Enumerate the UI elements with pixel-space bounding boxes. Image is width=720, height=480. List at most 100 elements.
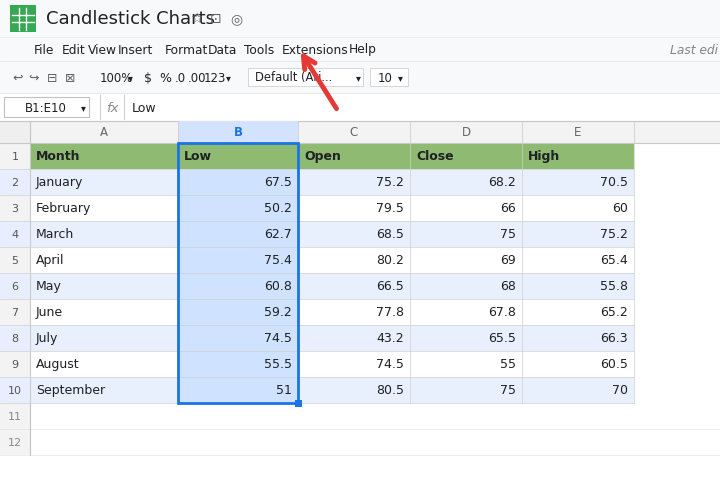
Text: 75.2: 75.2 [376, 176, 404, 189]
Bar [30, 325, 634, 351]
Text: Data: Data [208, 43, 238, 56]
Text: $: $ [144, 72, 152, 84]
Text: September: September [36, 384, 105, 396]
Bar [0, 144, 30, 169]
Text: 66.3: 66.3 [600, 332, 628, 345]
Text: 68.2: 68.2 [488, 176, 516, 189]
Text: fx: fx [106, 101, 118, 114]
Text: View: View [88, 43, 117, 56]
Bar [0, 248, 30, 274]
Text: July: July [36, 332, 58, 345]
Text: ▾: ▾ [127, 73, 132, 83]
Text: 9: 9 [12, 359, 19, 369]
Text: 66.5: 66.5 [377, 280, 404, 293]
Text: A: A [100, 126, 108, 139]
Text: 59.2: 59.2 [264, 306, 292, 319]
Text: Low: Low [132, 101, 157, 114]
Text: 8: 8 [12, 333, 19, 343]
Bar [178, 144, 298, 403]
Bar [4, 98, 89, 118]
Text: 75.4: 75.4 [264, 254, 292, 267]
Text: Extensions: Extensions [282, 43, 348, 56]
Text: ◎: ◎ [230, 12, 242, 26]
Text: Last edi: Last edi [670, 43, 718, 56]
Bar [30, 274, 634, 300]
Bar [0, 122, 720, 144]
Text: B: B [233, 126, 243, 139]
Bar [178, 169, 298, 195]
Text: %: % [159, 72, 171, 84]
Text: Default (Ari...: Default (Ari... [255, 72, 332, 84]
Bar [370, 69, 408, 87]
Text: 65.5: 65.5 [488, 332, 516, 345]
Bar [178, 300, 298, 325]
Text: D: D [462, 126, 471, 139]
Text: 67.8: 67.8 [488, 306, 516, 319]
Bar [30, 195, 634, 222]
Text: April: April [36, 254, 65, 267]
Text: ⊠: ⊠ [65, 72, 76, 84]
Text: 60.5: 60.5 [600, 358, 628, 371]
Text: ⊟: ⊟ [47, 72, 58, 84]
Text: File: File [34, 43, 55, 56]
Text: 66: 66 [500, 202, 516, 215]
Bar [30, 169, 634, 195]
Text: 67.5: 67.5 [264, 176, 292, 189]
Text: ▾: ▾ [225, 73, 230, 83]
Text: Candlestick Charts: Candlestick Charts [46, 10, 215, 28]
Bar [178, 248, 298, 274]
Bar [178, 325, 298, 351]
Bar [248, 69, 363, 87]
Text: 70.5: 70.5 [600, 176, 628, 189]
Text: 51: 51 [276, 384, 292, 396]
Bar [0, 429, 30, 455]
Bar [30, 248, 634, 274]
Text: 80.2: 80.2 [376, 254, 404, 267]
Bar [0, 94, 720, 122]
Text: August: August [36, 358, 80, 371]
Text: Help: Help [349, 43, 377, 56]
Bar [0, 351, 30, 377]
Bar [0, 169, 30, 195]
Bar [178, 222, 298, 248]
Text: Tools: Tools [244, 43, 274, 56]
Bar [0, 274, 30, 300]
Text: 2: 2 [12, 178, 19, 188]
Text: E: E [575, 126, 582, 139]
Text: .0: .0 [174, 72, 186, 84]
Bar [0, 222, 30, 248]
Text: March: March [36, 228, 74, 241]
Text: 12: 12 [8, 437, 22, 447]
Text: 7: 7 [12, 307, 19, 317]
Bar [0, 122, 30, 144]
Text: ▾: ▾ [397, 73, 402, 83]
Text: ↪: ↪ [29, 72, 40, 84]
Text: ☆: ☆ [190, 12, 202, 26]
Text: 55.5: 55.5 [264, 358, 292, 371]
Text: 10: 10 [378, 72, 393, 84]
Bar [0, 0, 720, 38]
Bar [0, 38, 720, 62]
Bar [30, 222, 634, 248]
Bar [0, 325, 30, 351]
Text: 60: 60 [612, 202, 628, 215]
Bar [0, 429, 720, 455]
Text: .00: .00 [188, 72, 206, 84]
Text: Open: Open [304, 150, 341, 163]
Text: 70: 70 [612, 384, 628, 396]
Text: B1:E10: B1:E10 [25, 101, 67, 114]
Text: 79.5: 79.5 [376, 202, 404, 215]
Bar [0, 403, 720, 429]
Text: 74.5: 74.5 [264, 332, 292, 345]
Bar [10, 6, 36, 33]
Text: 65.4: 65.4 [600, 254, 628, 267]
Text: 68.5: 68.5 [376, 228, 404, 241]
Bar [0, 62, 720, 94]
Text: 50.2: 50.2 [264, 202, 292, 215]
Bar [0, 403, 30, 429]
Text: 65.2: 65.2 [600, 306, 628, 319]
Text: 6: 6 [12, 281, 19, 291]
Text: 77.8: 77.8 [376, 306, 404, 319]
Text: 55: 55 [500, 358, 516, 371]
Text: 55.8: 55.8 [600, 280, 628, 293]
